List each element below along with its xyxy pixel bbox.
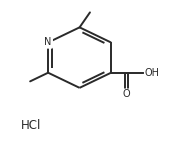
Text: OH: OH: [144, 68, 160, 78]
Text: N: N: [44, 37, 52, 48]
Text: HCl: HCl: [21, 119, 41, 132]
Text: O: O: [123, 89, 130, 99]
